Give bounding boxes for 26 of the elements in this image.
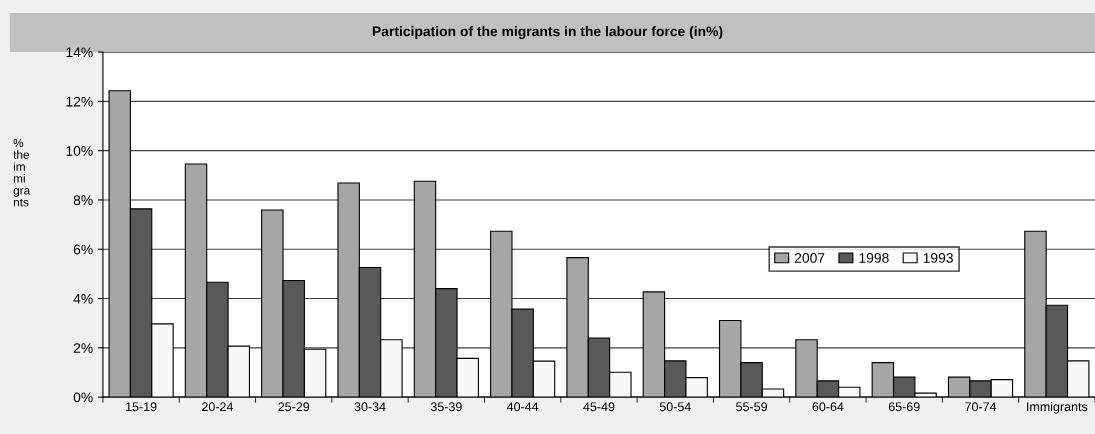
x-tick-label: Immigrants [1027,401,1088,414]
y-tick-label: 10% [66,145,93,156]
x-tick-label: 15-19 [126,402,157,412]
x-tick-label: 55-59 [736,402,767,412]
y-tick-label: 6% [73,244,93,255]
x-tick-label: 35-39 [430,402,462,412]
chart-title: Participation of the migrants in the labour force (in%) [372,26,723,40]
y-tick-label: 8% [73,195,93,206]
legend-label: 2007 [794,252,825,263]
x-tick-label: 50-54 [659,402,691,412]
x-tick-label: 20-24 [202,402,234,412]
x-tick-label: 40-44 [506,402,539,412]
y-tick-label: 4% [73,293,93,304]
x-tick-label: 25-29 [278,402,310,412]
x-tick-label: 70-74 [965,402,997,412]
legend-label: 1998 [859,252,889,263]
y-tick-label: 14% [66,47,93,58]
x-tick-label: 60-64 [812,402,844,412]
y-tick-label: 12% [66,96,93,107]
x-tick-label: 30-34 [354,402,386,412]
y-axis-title: % the im mi gra nts [13,138,31,207]
legend-label: 1993 [923,252,953,263]
x-tick-label: 45-49 [583,402,615,412]
x-tick-label: 65-69 [888,402,920,412]
y-tick-label: 0% [73,392,93,403]
y-tick-label: 2% [73,343,93,353]
